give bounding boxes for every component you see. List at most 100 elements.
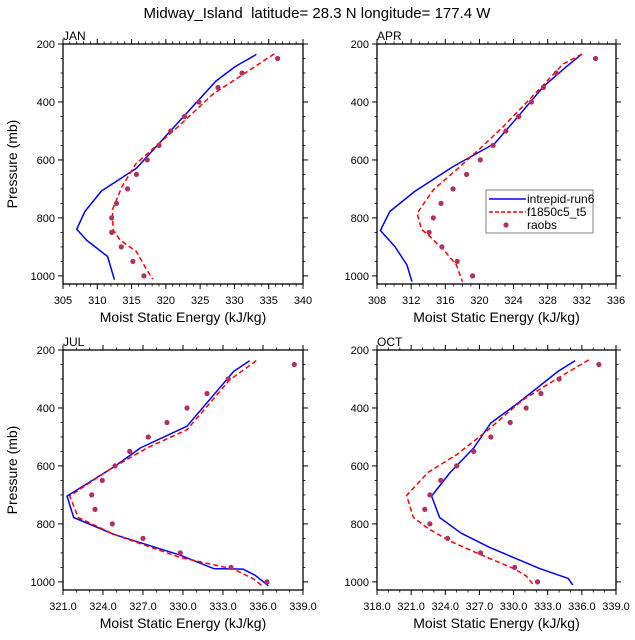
raobs-point <box>168 128 174 134</box>
raobs-point <box>445 535 451 542</box>
x-tick-label: 336.0 <box>249 601 277 613</box>
raobs-point <box>556 376 562 382</box>
panel-apr: APR 308 312 316 320 324 328 332 336 200 400 600 800 1… <box>345 29 626 325</box>
raobs-point <box>89 492 95 498</box>
raobs-point <box>464 171 470 177</box>
raobs-point <box>422 506 428 512</box>
x-tick-label: 330.0 <box>169 601 197 613</box>
panel-jul: JUL 321.0 324.0 327.0 330.0 333.0 336.0 339.0 20… <box>4 335 317 631</box>
series-line-intrepid-run6 <box>430 360 576 586</box>
y-tick-label: 800 <box>351 213 369 225</box>
x-tick-label: 336 <box>607 295 625 307</box>
y-tick-label: 400 <box>351 97 369 109</box>
raobs-point <box>478 550 484 556</box>
raobs-point <box>438 200 444 206</box>
x-axis-label: Moist Static Energy (kJ/kg) <box>100 615 267 631</box>
raobs-point <box>118 244 124 250</box>
panel-title: OCT <box>377 335 403 349</box>
raobs-point <box>523 405 529 411</box>
x-tick-label: 327.0 <box>466 601 494 613</box>
raobs-point <box>516 113 522 120</box>
raobs-point <box>127 448 133 454</box>
raobs-point <box>130 258 136 264</box>
legend-item-intrepid-run6: intrepid-run6 <box>489 192 595 206</box>
raobs-point <box>438 477 444 483</box>
panel-title: JAN <box>63 29 86 43</box>
x-tick-label: 320 <box>470 295 488 307</box>
plot-area <box>379 53 599 282</box>
y-tick-label: 1000 <box>31 271 55 283</box>
y-tick-label: 400 <box>37 403 55 415</box>
plot-area <box>405 359 602 586</box>
raobs-point <box>426 229 432 235</box>
y-tick-label: 600 <box>351 461 369 473</box>
x-tick-label: 327.0 <box>129 601 157 613</box>
raobs-point <box>490 142 496 148</box>
raobs-point <box>113 200 120 206</box>
raobs-point <box>92 506 98 512</box>
plot-frame <box>376 349 617 591</box>
y-tick-label: 400 <box>351 403 369 415</box>
panel-jan: JAN 305 310 315 320 325 330 335 340 200 400 600 800 1… <box>4 29 312 325</box>
panels: JAN 305 310 315 320 325 330 335 340 200 400 600 800 1… <box>4 29 630 631</box>
raobs-point <box>427 521 433 527</box>
raobs-point <box>454 463 460 469</box>
raobs-point <box>450 186 456 192</box>
y-tick-label: 800 <box>351 519 369 531</box>
y-tick-label: 1000 <box>345 271 369 283</box>
raobs-point <box>488 434 494 440</box>
legend-marker-icon <box>503 222 509 228</box>
raobs-point <box>538 390 544 397</box>
x-tick-label: 305 <box>54 295 72 307</box>
y-tick-label: 600 <box>37 461 55 473</box>
y-tick-label: 200 <box>351 345 369 357</box>
plot-frame <box>62 349 304 591</box>
legend-label: raobs <box>527 218 557 232</box>
x-axis-label: Moist Static Energy (kJ/kg) <box>413 309 580 325</box>
x-axis-label: Moist Static Energy (kJ/kg) <box>100 309 267 325</box>
y-tick-label: 200 <box>37 39 55 51</box>
x-tick-label: 340 <box>294 295 312 307</box>
y-tick-label: 800 <box>37 519 55 531</box>
series-line-f1850c5_t5 <box>68 360 264 588</box>
raobs-point <box>528 99 535 105</box>
raobs-point <box>141 273 147 279</box>
series-line-intrepid-run6 <box>75 53 257 280</box>
legend-label: intrepid-run6 <box>527 192 595 206</box>
raobs-point <box>540 84 547 91</box>
raobs-point <box>512 564 518 571</box>
raobs-point <box>291 361 297 368</box>
series-line-intrepid-run6 <box>66 360 269 587</box>
plot-frame <box>376 43 617 285</box>
raobs-point <box>177 550 183 556</box>
raobs-point <box>592 55 599 62</box>
raobs-point <box>112 463 118 469</box>
x-tick-label: 318.0 <box>363 601 391 613</box>
plot-area <box>75 53 281 280</box>
y-tick-label: 600 <box>37 155 55 167</box>
series-line-intrepid-run6 <box>379 53 583 282</box>
raobs-point <box>534 579 541 585</box>
raobs-point <box>140 535 146 542</box>
raobs-point <box>470 273 476 279</box>
raobs-point <box>477 157 483 163</box>
raobs-point <box>215 84 221 91</box>
x-tick-label: 312 <box>402 295 420 307</box>
x-tick-label: 333.0 <box>209 601 237 613</box>
legend-item-f1850c5_t5: f1850c5_t5 <box>489 205 587 219</box>
x-tick-label: 324 <box>504 295 522 307</box>
x-tick-label: 316 <box>436 295 454 307</box>
x-tick-label: 339.0 <box>602 601 630 613</box>
y-axis-label: Pressure (mb) <box>4 426 20 515</box>
x-tick-label: 310 <box>88 295 106 307</box>
raobs-point <box>156 142 162 148</box>
series-line-f1850c5_t5 <box>111 53 275 280</box>
raobs-point <box>596 361 602 368</box>
x-axis-label: Moist Static Energy (kJ/kg) <box>413 615 580 631</box>
x-tick-label: 336.0 <box>568 601 596 613</box>
raobs-point <box>507 419 513 426</box>
y-axis-label: Pressure (mb) <box>4 120 20 209</box>
panel-oct: OCT 318.0 321.0 324.0 327.0 330.0 333.0 336.0 33… <box>345 335 630 631</box>
x-tick-label: 308 <box>368 295 386 307</box>
